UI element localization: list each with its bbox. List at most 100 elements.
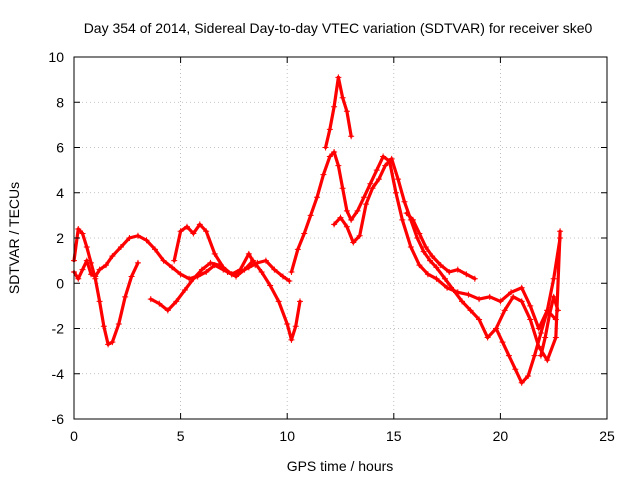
data-point-trail	[513, 367, 524, 385]
data-point-trail	[409, 245, 421, 267]
data-point-trail	[552, 295, 560, 312]
data-point-trail	[89, 261, 97, 281]
data-point	[554, 307, 561, 314]
y-tick-label: 2	[56, 230, 64, 246]
data-point-trail	[520, 299, 532, 322]
data-point-trail	[387, 159, 398, 195]
chart-title: Day 354 of 2014, Sidereal Day-to-day VTE…	[84, 20, 593, 36]
data-point-trail	[341, 96, 349, 113]
data-point-trail	[289, 324, 298, 342]
series-track-6	[322, 74, 355, 151]
data-point-trail	[430, 254, 443, 267]
axis-ticks: 0 5 10 15 20 25 -6 -4 -2 0 2 4 6 8 10	[48, 49, 615, 444]
data-point-trail	[451, 288, 464, 303]
data-point	[471, 275, 478, 282]
data-point-trail	[294, 299, 302, 328]
data-point-trail	[488, 295, 502, 303]
data-point-trail	[196, 270, 208, 279]
x-tick-label: 5	[177, 428, 185, 444]
data-point-trail	[439, 263, 451, 274]
data-point	[557, 228, 564, 235]
data-point-trail	[336, 164, 345, 190]
data-point-trail	[390, 157, 400, 181]
data-point-trail	[234, 268, 247, 279]
series-track-7	[331, 155, 564, 364]
data-point-trail	[336, 75, 345, 100]
data-point-trail	[341, 186, 349, 213]
data-point-trail	[242, 259, 255, 272]
data-point-trail	[332, 150, 340, 168]
data-point-trail	[394, 191, 404, 222]
series-track-1	[71, 232, 293, 284]
data-point-trail	[456, 268, 468, 276]
data-point-trail	[85, 245, 93, 265]
data-point-trail	[426, 272, 439, 281]
data-point-trail	[498, 290, 513, 303]
y-axis-label: SDTVAR / TECUs	[6, 182, 22, 294]
data-point-trail	[509, 286, 524, 294]
y-tick-label: 6	[56, 140, 64, 156]
data-point-trail	[417, 263, 430, 276]
data-point-trail	[424, 245, 434, 258]
data-point-trail	[221, 265, 234, 276]
data-point-trail	[328, 105, 336, 131]
data-point-trail	[296, 231, 306, 251]
data-point-trail	[136, 234, 149, 242]
data-point-trail	[543, 313, 552, 340]
data-point-trail	[528, 304, 541, 331]
data-point-trail	[172, 229, 183, 263]
data-point	[134, 259, 141, 266]
data-point-trail	[362, 182, 372, 199]
data-point-trail	[511, 295, 524, 303]
data-point-trail	[153, 247, 166, 263]
y-tick-label: 4	[56, 185, 64, 201]
data-point-trail	[422, 249, 432, 263]
data-point	[286, 277, 293, 284]
data-point-trail	[149, 297, 161, 306]
data-point-trail	[110, 322, 121, 344]
plot-frame	[73, 56, 608, 420]
data-point-trail	[76, 268, 85, 281]
data-point-trail	[545, 277, 556, 312]
data-point-trail	[80, 231, 89, 249]
data-point-trail	[230, 268, 242, 276]
y-tick-label: 8	[56, 94, 64, 110]
data-point-trail	[277, 299, 289, 326]
x-tick-label: 15	[386, 428, 402, 444]
data-point-trail	[417, 231, 428, 249]
data-point-trail	[494, 326, 505, 344]
data-point-trail	[345, 109, 353, 138]
data-point-trail	[104, 254, 114, 267]
data-point-trail	[268, 283, 281, 303]
data-point-trail	[123, 274, 134, 299]
series-track-4	[171, 221, 259, 278]
data-point	[296, 298, 303, 305]
x-tick-label: 0	[70, 428, 78, 444]
data-point-trail	[539, 308, 549, 335]
data-point-trail	[204, 229, 217, 256]
data-point-trail	[85, 259, 93, 276]
data-point-trail	[174, 288, 187, 303]
data-point-trail	[129, 261, 140, 279]
data-point	[557, 235, 564, 241]
data-point-trail	[477, 317, 490, 340]
data-point-trail	[500, 340, 511, 358]
data-point-trail	[468, 308, 481, 322]
data-point-trail	[321, 154, 332, 177]
data-point-trail	[464, 272, 477, 281]
x-tick-label: 25	[599, 428, 615, 444]
data-point-trail	[520, 286, 532, 308]
data-point-trail	[370, 177, 381, 190]
y-tick-label: 10	[48, 49, 64, 65]
series-track-2	[71, 225, 141, 348]
data-point-trail	[434, 265, 447, 281]
data-point-trail	[102, 324, 110, 346]
data-point-trail	[260, 270, 272, 288]
grid-lines	[74, 57, 607, 419]
series-track-10	[537, 293, 561, 359]
data-point-trail	[289, 247, 300, 274]
data-point-trail	[200, 261, 213, 272]
data-point-trail	[507, 354, 517, 371]
data-point	[348, 133, 355, 140]
